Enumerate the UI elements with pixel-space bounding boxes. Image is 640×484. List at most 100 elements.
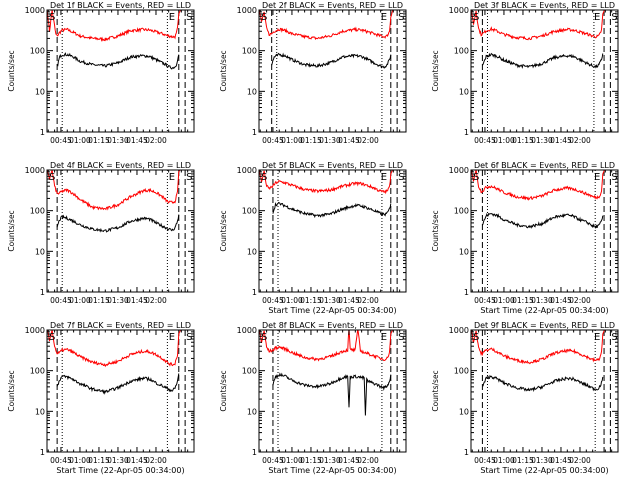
x-tick-label: 00:45 bbox=[50, 296, 72, 305]
y-tick-label: 10 bbox=[247, 87, 257, 96]
y-tick-label: 1000 bbox=[449, 6, 469, 15]
plot-frame bbox=[46, 9, 195, 133]
plot-area bbox=[259, 10, 398, 132]
y-tick-label: 1 bbox=[464, 448, 469, 457]
x-tick-label: 02:00 bbox=[357, 456, 379, 465]
y-tick-label: 10 bbox=[35, 247, 45, 256]
x-tick-label: 01:45 bbox=[550, 456, 572, 465]
panel-title: Det 6f BLACK = Events, RED = LLD bbox=[474, 161, 615, 170]
x-tick-label: 02:00 bbox=[569, 456, 591, 465]
y-tick-label: 100 bbox=[454, 367, 469, 376]
marker-E: E bbox=[594, 332, 600, 343]
y-tick-label: 10 bbox=[459, 87, 469, 96]
marker-S-right: S bbox=[611, 332, 617, 343]
x-tick-label: 00:45 bbox=[474, 136, 496, 145]
plot-area bbox=[259, 330, 398, 452]
x-tick-label: 01:30 bbox=[319, 136, 341, 145]
x-tick-label: 01:45 bbox=[550, 136, 572, 145]
x-axis-label: Start Time (22-Apr-05 00:34:00) bbox=[268, 306, 396, 315]
panel-title: Det 9f BLACK = Events, RED = LLD bbox=[474, 321, 615, 330]
marker-S-left: S bbox=[473, 172, 479, 183]
x-tick-label: 01:15 bbox=[300, 136, 322, 145]
y-tick-label: 100 bbox=[30, 47, 45, 56]
marker-E: E bbox=[381, 12, 387, 23]
events-series-line bbox=[272, 201, 392, 219]
y-tick-label: 1000 bbox=[237, 326, 257, 335]
y-axis-label: Counts/sec bbox=[431, 50, 440, 91]
y-axis-label: Counts/sec bbox=[219, 210, 228, 251]
x-tick-label: 01:15 bbox=[88, 296, 110, 305]
y-tick-label: 100 bbox=[30, 367, 45, 376]
marker-E: E bbox=[169, 332, 175, 343]
events-series-line bbox=[56, 373, 180, 395]
x-tick-label: 01:30 bbox=[531, 296, 553, 305]
x-tick-label: 01:00 bbox=[493, 296, 515, 305]
y-tick-label: 100 bbox=[30, 207, 45, 216]
plot-area bbox=[47, 10, 186, 132]
marker-S-right: S bbox=[398, 332, 404, 343]
marker-S-left: S bbox=[473, 12, 479, 23]
marker-E: E bbox=[169, 172, 175, 183]
x-tick-label: 00:45 bbox=[50, 456, 72, 465]
marker-S-left: S bbox=[261, 12, 267, 23]
x-tick-label: 01:30 bbox=[319, 296, 341, 305]
panel-det-5: Det 5f BLACK = Events, RED = LLD 1 10 100 10… bbox=[219, 161, 407, 315]
marker-S-right: S bbox=[611, 172, 617, 183]
y-tick-label: 1000 bbox=[25, 166, 45, 175]
x-tick-label: 01:15 bbox=[88, 456, 110, 465]
events-series-line bbox=[481, 212, 604, 229]
panel-title: Det 2f BLACK = Events, RED = LLD bbox=[262, 1, 403, 10]
lld-series-line bbox=[471, 10, 606, 41]
y-axis-label: Counts/sec bbox=[431, 370, 440, 411]
marker-E: E bbox=[381, 172, 387, 183]
panel-title: Det 1f BLACK = Events, RED = LLD bbox=[50, 1, 191, 10]
x-tick-label: 01:15 bbox=[300, 456, 322, 465]
x-tick-label: 01:00 bbox=[493, 136, 515, 145]
panel-det-9: Det 9f BLACK = Events, RED = LLD 1 10 100 10… bbox=[431, 321, 619, 475]
marker-S-left: S bbox=[261, 172, 267, 183]
x-tick-label: 01:00 bbox=[69, 456, 91, 465]
x-tick-label: 01:45 bbox=[338, 456, 360, 465]
x-tick-label: 02:00 bbox=[569, 296, 591, 305]
marker-S-left: S bbox=[473, 332, 479, 343]
x-tick-label: 01:45 bbox=[338, 296, 360, 305]
plot-area bbox=[471, 170, 611, 292]
x-tick-label: 02:00 bbox=[145, 456, 167, 465]
y-tick-label: 1000 bbox=[237, 166, 257, 175]
plot-area bbox=[471, 10, 611, 132]
plot-frame bbox=[470, 329, 619, 453]
x-tick-label: 01:00 bbox=[69, 136, 91, 145]
y-tick-label: 1000 bbox=[237, 6, 257, 15]
panel-title: Det 8f BLACK = Events, RED = LLD bbox=[262, 321, 403, 330]
x-axis-label: Start Time (22-Apr-05 00:34:00) bbox=[268, 466, 396, 475]
x-tick-label: 00:45 bbox=[474, 296, 496, 305]
y-tick-label: 10 bbox=[459, 247, 469, 256]
y-tick-label: 100 bbox=[454, 207, 469, 216]
y-tick-label: 1 bbox=[464, 128, 469, 137]
y-tick-label: 1000 bbox=[25, 326, 45, 335]
plot-frame bbox=[46, 169, 195, 293]
x-tick-label: 01:30 bbox=[531, 136, 553, 145]
y-tick-label: 10 bbox=[247, 407, 257, 416]
y-tick-label: 1 bbox=[40, 448, 45, 457]
panel-title: Det 4f BLACK = Events, RED = LLD bbox=[50, 161, 191, 170]
x-tick-label: 02:00 bbox=[145, 136, 167, 145]
marker-S-right: S bbox=[186, 12, 192, 23]
y-tick-label: 100 bbox=[242, 207, 257, 216]
y-axis-label: Counts/sec bbox=[7, 210, 16, 251]
x-tick-label: 00:45 bbox=[50, 136, 72, 145]
x-tick-label: 00:45 bbox=[262, 296, 284, 305]
y-axis-label: Counts/sec bbox=[219, 370, 228, 411]
panel-det-3: Det 3f BLACK = Events, RED = LLD 1 10 100 10… bbox=[431, 1, 619, 145]
marker-S-right: S bbox=[186, 172, 192, 183]
plot-area bbox=[259, 170, 398, 292]
x-tick-label: 00:45 bbox=[474, 456, 496, 465]
y-tick-label: 1 bbox=[464, 288, 469, 297]
plot-area bbox=[47, 170, 186, 292]
y-axis-label: Counts/sec bbox=[219, 50, 228, 91]
panel-det-6: Det 6f BLACK = Events, RED = LLD 1 10 100 10… bbox=[431, 161, 619, 315]
panel-det-7: Det 7f BLACK = Events, RED = LLD 1 10 100 10… bbox=[7, 321, 195, 475]
panel-det-4: Det 4f BLACK = Events, RED = LLD 1 10 100 10… bbox=[7, 161, 195, 305]
